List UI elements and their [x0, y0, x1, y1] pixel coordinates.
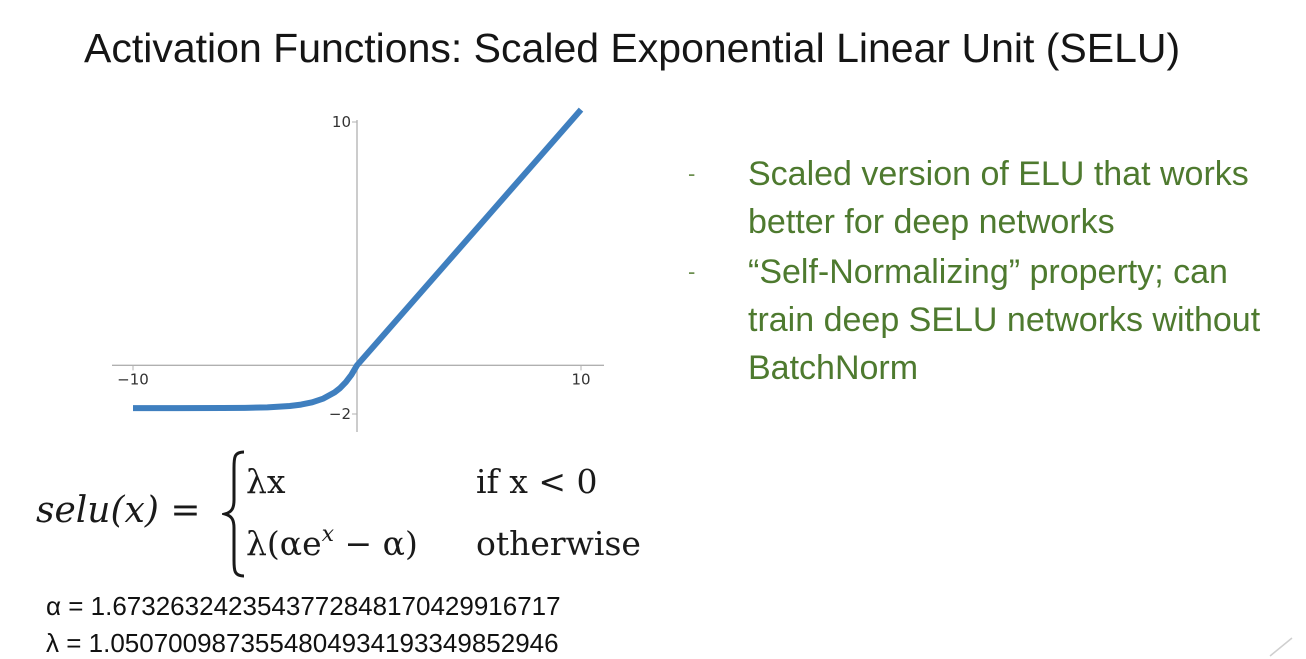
- bullet-item: - Scaled version of ELU that works bette…: [688, 150, 1303, 246]
- bullet-dash-icon: -: [688, 161, 696, 186]
- y-tick-label: 10: [332, 113, 351, 131]
- slide-corner-icon: [1269, 637, 1293, 657]
- formula-lhs: selu(x) =: [36, 490, 201, 531]
- formula-case2-expr: λ(αex − α): [246, 522, 418, 563]
- formula-case1-expr: λx: [246, 462, 286, 501]
- selu-series-line: [133, 107, 584, 412]
- formula-case2-prefix: λ(αe: [246, 524, 322, 563]
- formula-case2-suffix: − α): [334, 524, 418, 563]
- bullet-dash-icon: -: [688, 259, 696, 284]
- bullet-item: - “Self-Normalizing” property; can train…: [688, 248, 1303, 392]
- x-tick-label: 10: [571, 370, 590, 388]
- slide-title: Activation Functions: Scaled Exponential…: [84, 25, 1181, 71]
- formula-case1-cond: if x < 0: [476, 462, 598, 501]
- bullet-text: “Self-Normalizing” property; can train d…: [748, 253, 1261, 387]
- chart-series: [133, 107, 584, 412]
- lambda-constant: λ = 1.0507009873554804934193349852946: [46, 628, 559, 658]
- x-tick-label: −10: [117, 370, 149, 388]
- formula-brace: [222, 450, 245, 578]
- selu-chart: −10 10 10 −2: [112, 107, 604, 432]
- alpha-constant: α = 1.6732632423543772848170429916717: [46, 591, 561, 621]
- formula-case2-cond: otherwise: [476, 524, 641, 563]
- formula-case2-sup: x: [321, 522, 335, 547]
- chart-ticks: −10 10 10 −2: [117, 113, 590, 423]
- y-tick-label: −2: [329, 405, 351, 423]
- bullet-text: Scaled version of ELU that works better …: [748, 155, 1249, 241]
- bullet-list: - Scaled version of ELU that works bette…: [688, 150, 1303, 392]
